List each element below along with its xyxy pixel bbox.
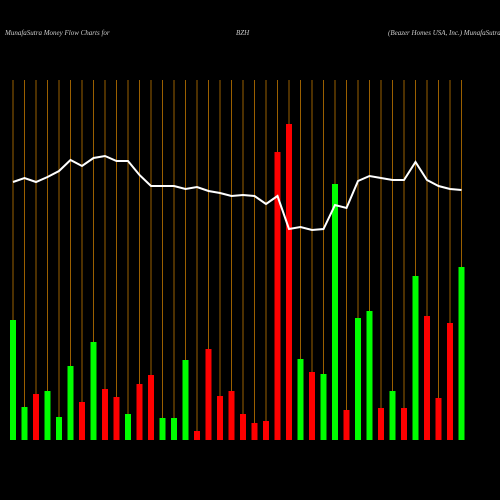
bar: [33, 394, 39, 440]
company: (Beazer Homes USA, Inc.) MunafaSutra.com: [388, 29, 500, 37]
bar: [251, 423, 258, 440]
bar: [136, 384, 143, 440]
bar: [343, 410, 350, 440]
bar: [217, 396, 223, 440]
bar: [10, 320, 16, 440]
bar: [332, 184, 338, 440]
bar: [205, 349, 212, 440]
bar: [435, 398, 442, 440]
bar: [447, 323, 453, 440]
bar: [159, 418, 166, 440]
bar: [366, 311, 373, 440]
bar: [102, 389, 108, 440]
bar: [148, 375, 154, 440]
bar: [90, 342, 97, 440]
bar: [274, 152, 281, 440]
bar: [355, 318, 361, 440]
bar: [263, 421, 269, 440]
bar: [378, 408, 384, 440]
symbol: BZH: [236, 29, 250, 37]
bar: [21, 407, 28, 440]
bar: [171, 418, 177, 440]
bar: [44, 391, 51, 440]
bar: [412, 276, 419, 440]
bar: [458, 267, 465, 440]
bar: [309, 372, 315, 440]
bar: [297, 359, 304, 440]
bar: [194, 431, 200, 440]
bar: [67, 366, 74, 440]
chart-title: MunafaSutra Money Flow Charts for: [4, 29, 110, 37]
bar: [424, 316, 430, 440]
bar: [182, 360, 189, 440]
bar: [56, 417, 62, 440]
bar: [228, 391, 235, 440]
money-flow-line: [12, 154, 462, 232]
bar: [125, 414, 131, 440]
bar: [240, 414, 246, 440]
bar: [389, 391, 396, 440]
bar: [79, 402, 85, 440]
bar: [401, 408, 407, 440]
bar: [113, 397, 120, 440]
bar: [320, 374, 327, 440]
bar: [286, 124, 292, 440]
